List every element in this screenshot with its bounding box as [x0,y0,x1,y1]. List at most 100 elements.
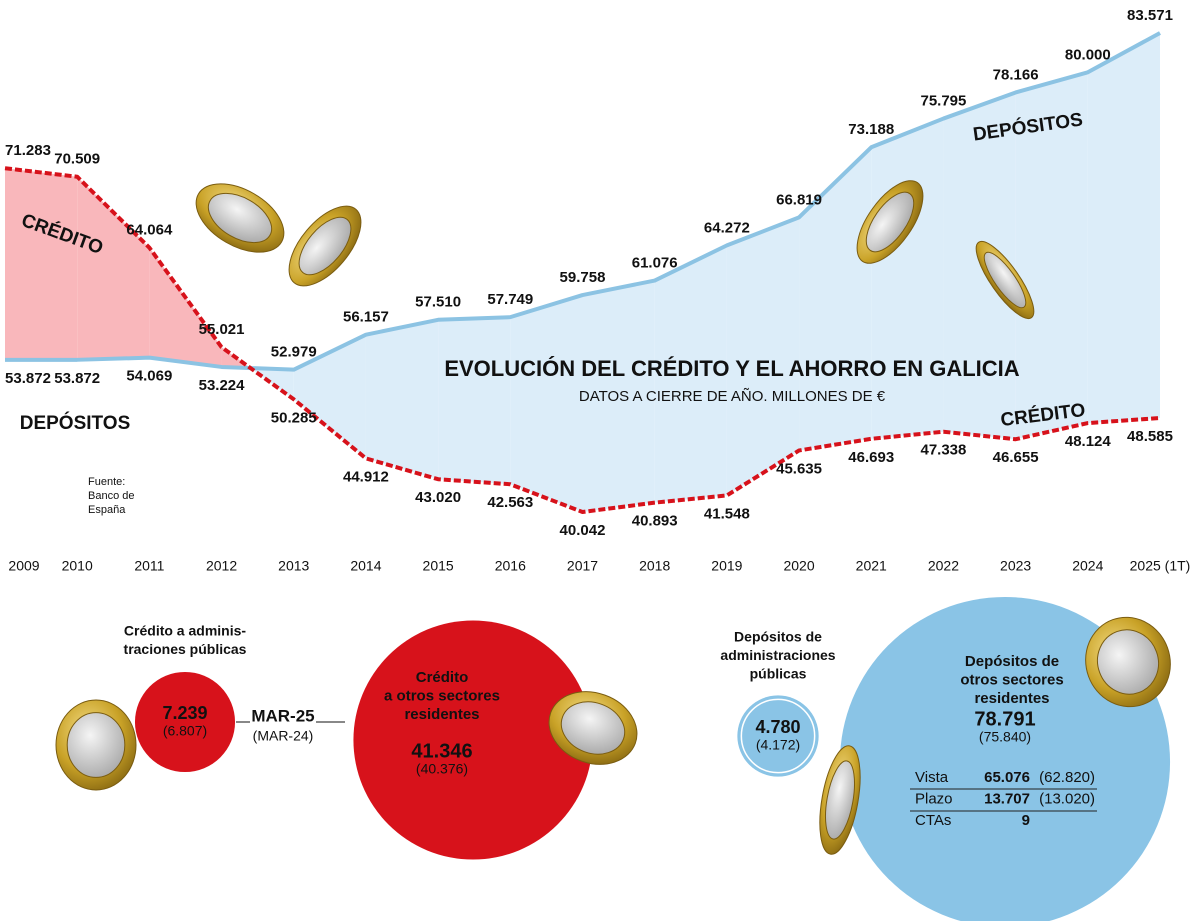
coin [1085,616,1171,708]
area [438,317,511,485]
series-line [4,166,1161,514]
x-tick-label: 2017 [567,558,598,574]
x-tick-label: 2023 [1000,558,1031,574]
table-cell: 65.076 [984,769,1030,786]
bubble-value: 4.780 [755,717,800,737]
area [1087,33,1160,424]
data-label: 73.188 [848,121,894,138]
bubble-name: otros sectores [960,671,1063,688]
data-label: 53.872 [5,370,51,387]
coin-center [825,760,855,840]
data-label: 59.758 [560,269,606,286]
bubble-name: Depósitos de [965,653,1059,670]
bubble-previous: (4.172) [756,737,800,753]
coin [856,180,924,264]
data-label: 80.000 [1065,46,1111,63]
data-label: 57.749 [487,291,533,308]
area [293,334,366,459]
bubble-name: Crédito [416,669,469,686]
bubble-value: 7.239 [162,703,207,723]
source: Banco de [88,490,134,502]
x-tick-label: 2013 [278,558,309,574]
table-cell: (62.820) [1039,769,1095,786]
bubble [839,596,1171,921]
data-label: 78.166 [993,66,1039,83]
chart-title: EVOLUCIÓN DEL CRÉDITO Y EL AHORRO EN GAL… [444,356,1019,381]
coin-center [66,712,126,778]
areas [5,33,1160,512]
area [654,245,727,503]
data-label: 53.224 [199,377,246,394]
bubble [737,695,819,777]
data-label: 71.283 [5,142,51,159]
data-label: 70.509 [54,151,100,168]
data-label: 48.124 [1065,433,1112,450]
table-cell: 9 [1022,812,1030,829]
coin [195,183,285,253]
source: Fuente: [88,476,125,488]
bubble-value: 41.346 [411,740,472,762]
coin-center [560,701,626,755]
coin-center [1096,629,1160,695]
x-tick-label: 2025 (1T) [1130,558,1191,574]
x-tick-label: 2021 [856,558,887,574]
data-label: 50.285 [271,409,317,426]
period: MAR-25 [251,706,314,725]
bubble-name: administraciones [720,647,835,663]
table-cell: (13.020) [1039,790,1095,807]
coin [55,699,137,791]
area [5,168,78,360]
area [510,295,583,512]
coins [55,180,1171,855]
coin-center [865,191,915,253]
area [149,247,222,367]
coin-center [207,192,273,244]
bubble-name: Depósitos de [734,629,822,645]
data-label: 45.635 [776,460,822,477]
data-label: 46.655 [993,449,1039,466]
x-tick-label: 2010 [62,558,93,574]
bubble-name: traciones públicas [124,641,247,657]
data-label: 40.893 [632,513,678,530]
data-label: 83.571 [1127,7,1173,24]
data-label: 40.042 [560,522,606,539]
source: España [88,504,126,516]
coin [288,205,362,287]
coin-center [983,251,1027,309]
table-cell: CTAs [915,812,951,829]
data-label: 75.795 [920,93,966,110]
bubble [134,671,236,773]
data-label: 43.020 [415,489,461,506]
data-label: 52.979 [271,344,317,361]
coin [819,745,861,855]
data-label: 56.157 [343,309,389,326]
data-label: 61.076 [632,255,678,272]
x-tick-label: 2022 [928,558,959,574]
table-cell: Plazo [915,790,953,807]
area [726,217,800,496]
x-tick-label: 2011 [134,558,164,574]
bubble-name: residentes [404,706,479,723]
series-line [5,31,1161,372]
x-tick-label: 2014 [350,558,381,574]
bubble-previous: (6.807) [163,723,207,739]
x-tick-label: 2015 [423,558,454,574]
bubble-name: Crédito a adminis- [124,623,246,639]
data-label: 47.338 [920,442,966,459]
coin [975,240,1035,320]
coin [548,691,638,765]
data-label: 42.563 [487,494,533,511]
data-label: 44.912 [343,468,389,485]
area [365,319,439,480]
table-cell: 13.707 [984,790,1030,807]
area [1015,72,1088,440]
data-label: 66.819 [776,191,822,208]
data-label: 55.021 [199,321,245,338]
data-label: 53.872 [54,370,100,387]
data-label: 41.548 [704,505,750,522]
x-tick-label: 2020 [783,558,814,574]
data-label: 57.510 [415,294,461,311]
data-label: 48.585 [1127,428,1173,445]
coin-center [298,216,352,276]
